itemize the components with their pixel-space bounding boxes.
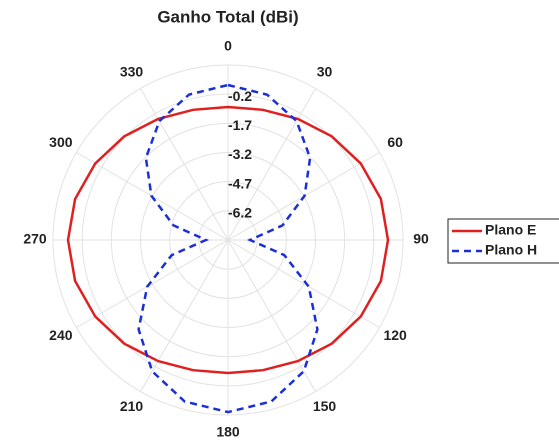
angle-tick-label: 90 — [413, 231, 429, 247]
grid-spoke — [140, 239, 229, 392]
radial-tick-label: -3.2 — [228, 146, 252, 162]
angle-tick-label: 300 — [49, 134, 73, 150]
grid-spoke — [76, 239, 229, 328]
angle-tick-label: 60 — [387, 134, 403, 150]
angle-tick-label: 240 — [49, 327, 73, 343]
legend-box — [447, 218, 559, 264]
grid-spoke — [227, 88, 316, 241]
radial-tick-label: -0.2 — [228, 88, 252, 104]
legend-label: Plano E — [485, 222, 536, 238]
series-line — [137, 83, 319, 414]
legend-label: Plano H — [485, 242, 537, 258]
chart-title: Ganho Total (dBi) — [157, 7, 298, 26]
legend: Plano E Plano H — [447, 218, 559, 264]
grid-spoke — [140, 88, 229, 241]
angle-tick-label: 0 — [224, 38, 232, 54]
angle-tick-label: 150 — [313, 398, 337, 414]
grid-spoke — [227, 239, 316, 392]
angle-tick-label: 270 — [23, 231, 47, 247]
grid-spoke — [227, 239, 380, 328]
angle-tick-label: 180 — [216, 424, 240, 440]
angle-tick-label: 30 — [317, 64, 333, 80]
radial-tick-label: -4.7 — [228, 175, 252, 191]
radial-tick-label: -1.7 — [228, 117, 252, 133]
angle-tick-label: 210 — [120, 398, 144, 414]
angle-tick-label: 120 — [383, 327, 407, 343]
radial-tick-label: -6.2 — [228, 205, 252, 221]
angle-tick-label: 330 — [120, 64, 144, 80]
series-line — [66, 105, 390, 375]
